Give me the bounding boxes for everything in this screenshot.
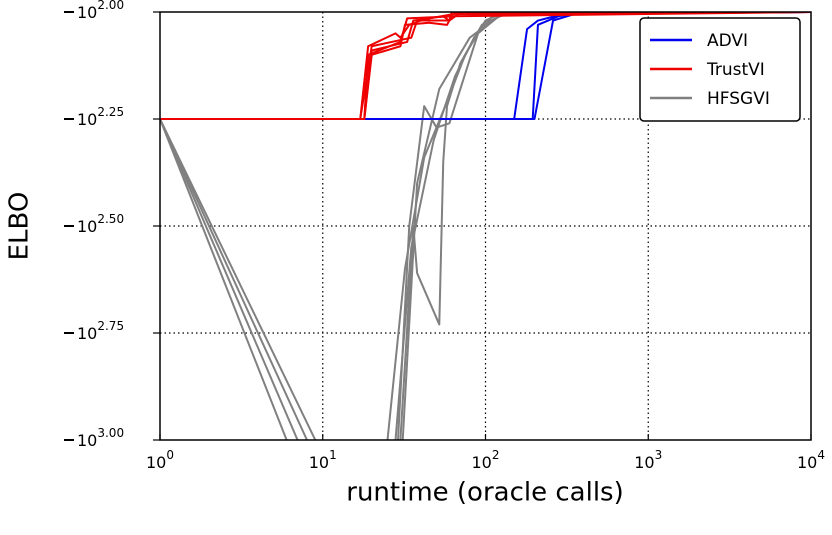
y-tick-exponent: 2.25: [97, 105, 124, 119]
y-tick-base: 10: [77, 3, 97, 22]
x-tick-label: 104: [797, 448, 825, 472]
series-line-hfsgvi: [401, 12, 811, 440]
series-line-trustvi: [160, 12, 811, 120]
y-tick-exponent: 2.50: [97, 212, 124, 226]
legend-label-advi: ADVI: [707, 31, 748, 51]
x-tick-base: 10: [797, 453, 817, 472]
series-line-hfsgvi: [160, 118, 317, 440]
y-tick-base: 10: [77, 217, 97, 236]
x-tick-base: 10: [309, 453, 329, 472]
x-tick-base: 10: [146, 453, 166, 472]
legend-label-trustvi: TrustVI: [706, 60, 765, 80]
y-tick-base: 10: [77, 110, 97, 129]
series-line-hfsgvi: [160, 118, 308, 440]
x-tick-exponent: 2: [492, 448, 500, 462]
x-tick-exponent: 0: [166, 448, 174, 462]
y-tick-label: 102.00: [77, 0, 124, 22]
x-axis-label: runtime (oracle calls): [346, 478, 623, 508]
x-tick-label: 101: [309, 448, 337, 472]
series-lines: [160, 12, 811, 440]
x-tick-label: 100: [146, 448, 174, 472]
y-tick-label: 103.00: [77, 426, 124, 450]
y-tick-base: 10: [77, 324, 97, 343]
series-line-hfsgvi: [160, 118, 299, 440]
x-axis-ticks: 100 101 102 103 104: [146, 434, 825, 472]
y-axis-label: ELBO: [5, 192, 35, 261]
y-tick-exponent: 2.00: [97, 0, 124, 12]
legend-box: [639, 17, 801, 122]
x-tick-exponent: 3: [655, 448, 663, 462]
y-tick-exponent: 3.00: [97, 426, 124, 440]
x-tick-label: 103: [634, 448, 662, 472]
y-tick-label: 102.75: [77, 319, 124, 343]
x-tick-label: 102: [472, 448, 500, 472]
y-tick-exponent: 2.75: [97, 319, 124, 333]
legend: ADVI TrustVI HFSGVI: [639, 17, 801, 122]
y-tick-label: 102.25: [77, 105, 124, 129]
x-tick-exponent: 4: [817, 448, 825, 462]
x-tick-base: 10: [634, 453, 654, 472]
y-tick-base: 10: [77, 431, 97, 450]
series-line-hfsgvi: [160, 118, 288, 440]
x-tick-exponent: 1: [329, 448, 337, 462]
x-tick-base: 10: [472, 453, 492, 472]
y-tick-label: 102.50: [77, 212, 124, 236]
legend-label-hfsgvi: HFSGVI: [707, 89, 770, 109]
